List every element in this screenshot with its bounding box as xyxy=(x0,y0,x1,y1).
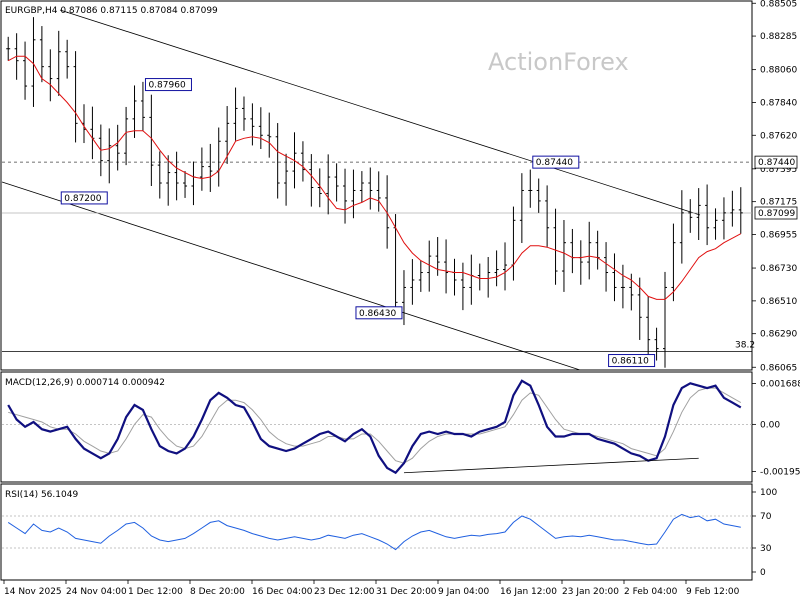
price-panel-header: EURGBP,H4 0.87086 0.87115 0.87084 0.8709… xyxy=(5,6,218,16)
price-tick-label: 0.87840 xyxy=(760,98,797,108)
price-badge-label: 0.87099 xyxy=(758,209,795,219)
price-badges: 0.87440 0.87099 xyxy=(754,155,798,220)
time-axis: 14 Nov 2025 24 Nov 04:00 1 Dec 12:00 8 Dec … xyxy=(3,580,740,597)
price-tick-label: 0.86290 xyxy=(760,330,797,340)
macd-axis: 0.001688 0.00 -0.001953 xyxy=(2,380,800,478)
rsi-axis: 100 70 30 0 xyxy=(2,488,777,578)
price-annotation-box xyxy=(144,78,192,92)
macd-tick-label: 0.00 xyxy=(760,420,780,430)
macd-panel-frame xyxy=(0,371,753,483)
time-tick-label: 2 Feb 04:00 xyxy=(624,587,678,597)
price-annotation-label: 0.87960 xyxy=(148,81,185,91)
price-annotation-label: 0.86430 xyxy=(359,309,396,319)
time-tick-label: 23 Dec 12:00 xyxy=(314,587,375,597)
price-panel-frame xyxy=(0,0,753,371)
rsi-tick-label: 70 xyxy=(760,512,772,522)
price-axis: 0.88505 0.88285 0.88060 0.87840 0.87620 0.873… xyxy=(752,0,797,373)
rsi-tick-label: 30 xyxy=(760,544,772,554)
rsi-panel-frame xyxy=(0,483,753,581)
price-tick-label: 0.88060 xyxy=(760,66,797,76)
price-badge-box xyxy=(754,206,798,220)
price-annotation-box xyxy=(355,306,403,320)
macd-tick-label: -0.001953 xyxy=(760,468,800,478)
time-tick-label: 16 Jan 12:00 xyxy=(500,587,557,597)
channel-lower-line xyxy=(1,181,581,371)
fib-level-label: 38.2 xyxy=(735,341,755,351)
price-tick-label: 0.88285 xyxy=(760,32,797,42)
rsi-tick-label: 0 xyxy=(760,568,766,578)
price-tick-label: 0.87175 xyxy=(760,198,797,208)
price-tick-label: 0.86730 xyxy=(760,264,797,274)
channel-upper-line xyxy=(59,9,701,216)
macd-divergence-line xyxy=(403,457,699,474)
price-badge-box xyxy=(754,155,798,169)
time-tick-label: 31 Dec 20:00 xyxy=(376,587,437,597)
moving-average-line xyxy=(7,55,742,300)
macd-line xyxy=(7,379,742,475)
price-tick-label: 0.86065 xyxy=(760,363,797,373)
price-levels: 38.2 xyxy=(2,161,755,352)
macd-panel-header: MACD(12,26,9) 0.000714 0.000942 xyxy=(5,378,165,388)
time-tick-label: 9 Feb 12:00 xyxy=(686,587,740,597)
price-badge-label: 0.87440 xyxy=(758,158,795,168)
price-tick-label: 0.87620 xyxy=(760,131,797,141)
price-tick-label: 0.88505 xyxy=(760,0,797,9)
time-tick-label: 9 Jan 04:00 xyxy=(438,587,490,597)
watermark: ActionForex xyxy=(488,48,629,76)
macd-signal-line xyxy=(8,387,742,464)
price-annotation-box xyxy=(60,191,108,205)
price-annotations: 0.87960 0.87200 0.87440 0.86430 0.86110 xyxy=(60,78,656,368)
price-annotation-label: 0.86110 xyxy=(612,357,649,367)
time-tick-label: 23 Jan 20:00 xyxy=(562,587,619,597)
price-annotation-box xyxy=(532,155,580,169)
time-tick-label: 14 Nov 2025 xyxy=(4,587,62,597)
rsi-tick-label: 100 xyxy=(760,488,777,498)
time-tick-label: 8 Dec 20:00 xyxy=(190,587,245,597)
price-tick-label: 0.87395 xyxy=(760,165,797,175)
price-annotation-box xyxy=(608,354,656,368)
time-tick-label: 1 Dec 12:00 xyxy=(128,587,183,597)
price-tick-label: 0.86510 xyxy=(760,297,797,307)
macd-tick-label: 0.001688 xyxy=(760,380,800,390)
price-annotation-label: 0.87200 xyxy=(64,194,101,204)
rsi-panel-header: RSI(14) 56.1049 xyxy=(5,490,78,500)
price-tick-label: 0.86955 xyxy=(760,230,797,240)
rsi-line xyxy=(7,513,741,551)
time-tick-label: 16 Dec 04:00 xyxy=(252,587,313,597)
time-tick-label: 24 Nov 04:00 xyxy=(66,587,127,597)
price-annotation-label: 0.87440 xyxy=(536,158,573,168)
